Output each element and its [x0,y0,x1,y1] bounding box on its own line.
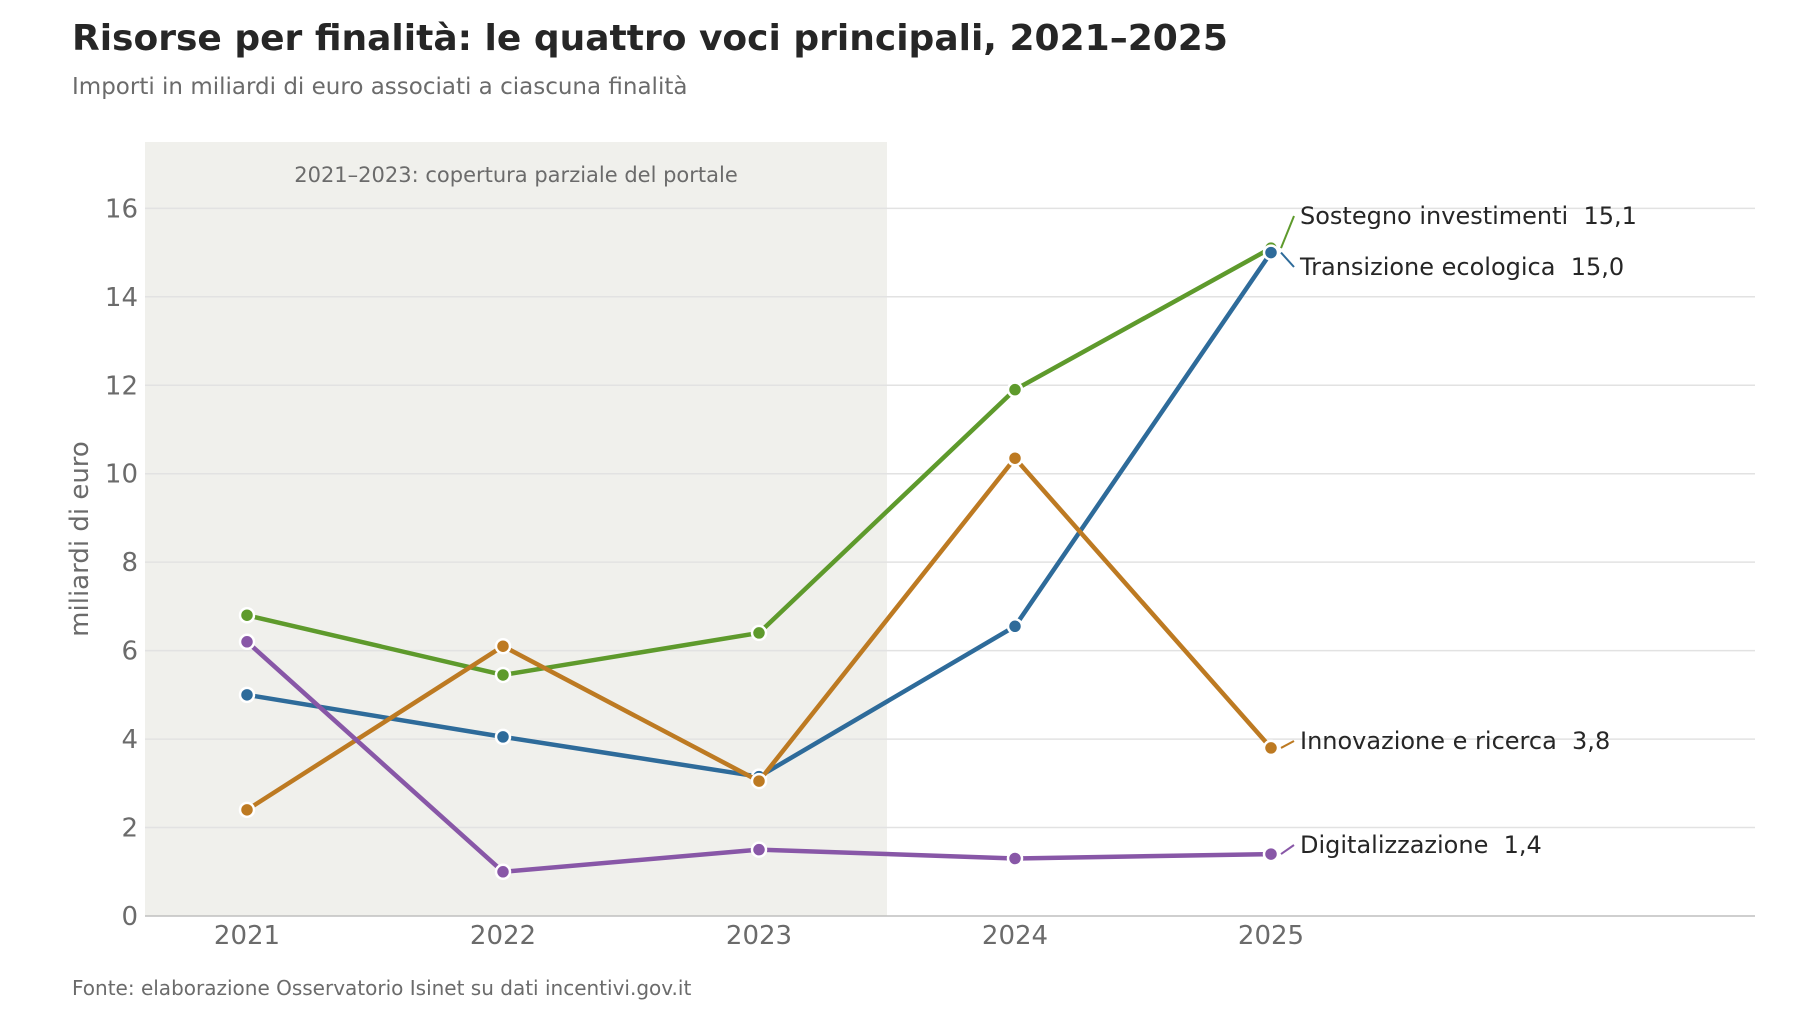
y-axis-label: miliardi di euro [65,441,95,637]
x-tick-label: 2023 [726,921,792,951]
chart-title: Risorse per finalità: le quattro voci pr… [72,18,1228,59]
x-tick-label: 2025 [1238,921,1304,951]
source-note: Fonte: elaborazione Osservatorio Isinet … [72,976,692,1000]
x-tick-label: 2024 [982,921,1048,951]
series-end-label: Digitalizzazione 1,4 [1300,831,1542,859]
data-point [238,801,256,819]
y-tick-label: 14 [105,283,138,313]
chart-subtitle: Importi in miliardi di euro associati a … [72,74,688,100]
y-tick-label: 10 [105,460,138,490]
end-label-leader [1280,215,1295,249]
y-tick-label: 4 [121,725,138,755]
series-end-label: Innovazione e ricerca 3,8 [1300,727,1610,755]
data-point [1006,618,1024,635]
data-point [494,666,512,684]
x-tick-label: 2021 [214,921,280,951]
series-end-label: Transizione ecologica 15,0 [1299,253,1624,281]
data-point [1006,381,1024,398]
data-point [750,624,768,642]
data-point [1262,739,1280,757]
shaded-period-band [145,142,887,916]
y-tick-label: 12 [105,371,138,401]
y-tick-label: 16 [105,194,138,224]
end-label-leader [1280,251,1295,268]
data-point [494,728,512,746]
y-tick-label: 6 [121,637,138,667]
end-label-leader [1280,740,1295,749]
data-point [1262,845,1280,863]
series-end-label: Sostegno investimenti 15,1 [1300,202,1637,230]
data-point [494,637,512,655]
end-label-leader [1280,844,1295,855]
data-point [1262,244,1280,261]
data-point [1006,850,1024,867]
data-point [238,686,256,704]
data-point [494,863,512,881]
data-point [750,772,768,790]
data-point [1006,449,1024,467]
data-point [750,841,768,858]
y-tick-label: 0 [121,902,138,932]
y-tick-label: 2 [121,814,138,844]
y-tick-label: 8 [121,548,138,578]
data-point [238,606,256,624]
data-point [238,633,256,651]
shaded-period-label: 2021–2023: copertura parziale del portal… [294,163,738,187]
x-tick-label: 2022 [470,921,536,951]
